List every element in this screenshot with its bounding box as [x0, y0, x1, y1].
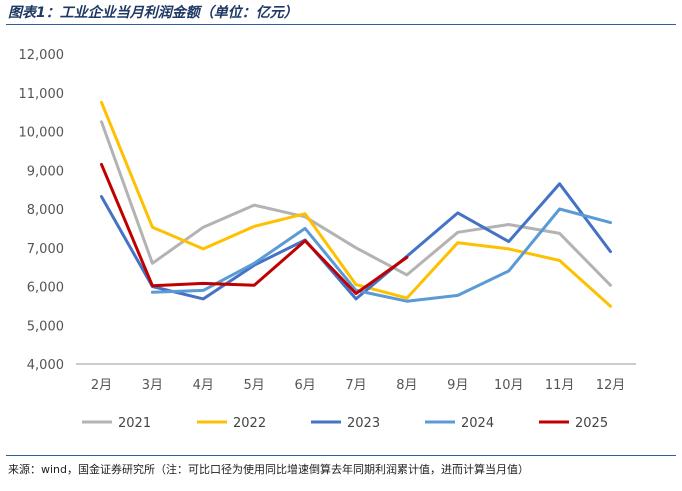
top-divider	[6, 24, 676, 25]
x-tick-label: 5月	[244, 378, 265, 393]
legend-label: 2021	[118, 416, 151, 431]
series-line-2024	[150, 207, 612, 303]
source-note: 来源：wind，国金证券研究所（注：可比口径为使用同比增速倒算去年同期利润累计值…	[8, 463, 530, 476]
x-tick-label: 4月	[193, 378, 214, 393]
y-tick-label: 7,000	[27, 242, 64, 257]
x-tick-label: 12月	[596, 378, 626, 393]
series-line-2022	[100, 100, 612, 308]
legend-label: 2023	[347, 416, 380, 431]
y-tick-label: 12,000	[19, 48, 65, 63]
y-tick-label: 8,000	[27, 203, 64, 218]
x-tick-label: 10月	[494, 378, 524, 393]
legend-label: 2024	[461, 416, 494, 431]
series-line-2023	[100, 182, 612, 301]
series-line-2021	[100, 120, 612, 287]
legend-label: 2022	[233, 416, 266, 431]
x-tick-label: 8月	[396, 378, 417, 393]
x-tick-label: 3月	[142, 378, 163, 393]
series-lines	[100, 100, 612, 308]
legend-label: 2025	[575, 416, 608, 431]
x-tick-label: 11月	[545, 378, 575, 393]
legend: 2021 2022 2023 2024 2025	[82, 416, 608, 431]
y-tick-label: 11,000	[19, 87, 65, 102]
series-line-2025	[100, 162, 409, 295]
y-tick-label: 10,000	[19, 126, 65, 141]
y-tick-label: 6,000	[27, 281, 64, 296]
bottom-divider	[6, 455, 676, 456]
y-tick-label: 5,000	[27, 319, 64, 334]
y-tick-label: 4,000	[27, 358, 64, 373]
x-tick-label: 7月	[345, 378, 366, 393]
figure-title: 图表1：工业企业当月利润金额（单位：亿元）	[8, 5, 298, 21]
x-tick-label: 6月	[294, 378, 315, 393]
y-axis: 4,000 5,000 6,000 7,000 8,000 9,000 10,000 11,0…	[19, 48, 65, 373]
x-tick-label: 2月	[91, 378, 112, 393]
y-tick-label: 9,000	[27, 164, 64, 179]
x-tick-label: 9月	[447, 378, 468, 393]
x-axis: 2月 3月 4月 5月 6月 7月 8月 9月 10月 11月 12月	[76, 363, 636, 393]
